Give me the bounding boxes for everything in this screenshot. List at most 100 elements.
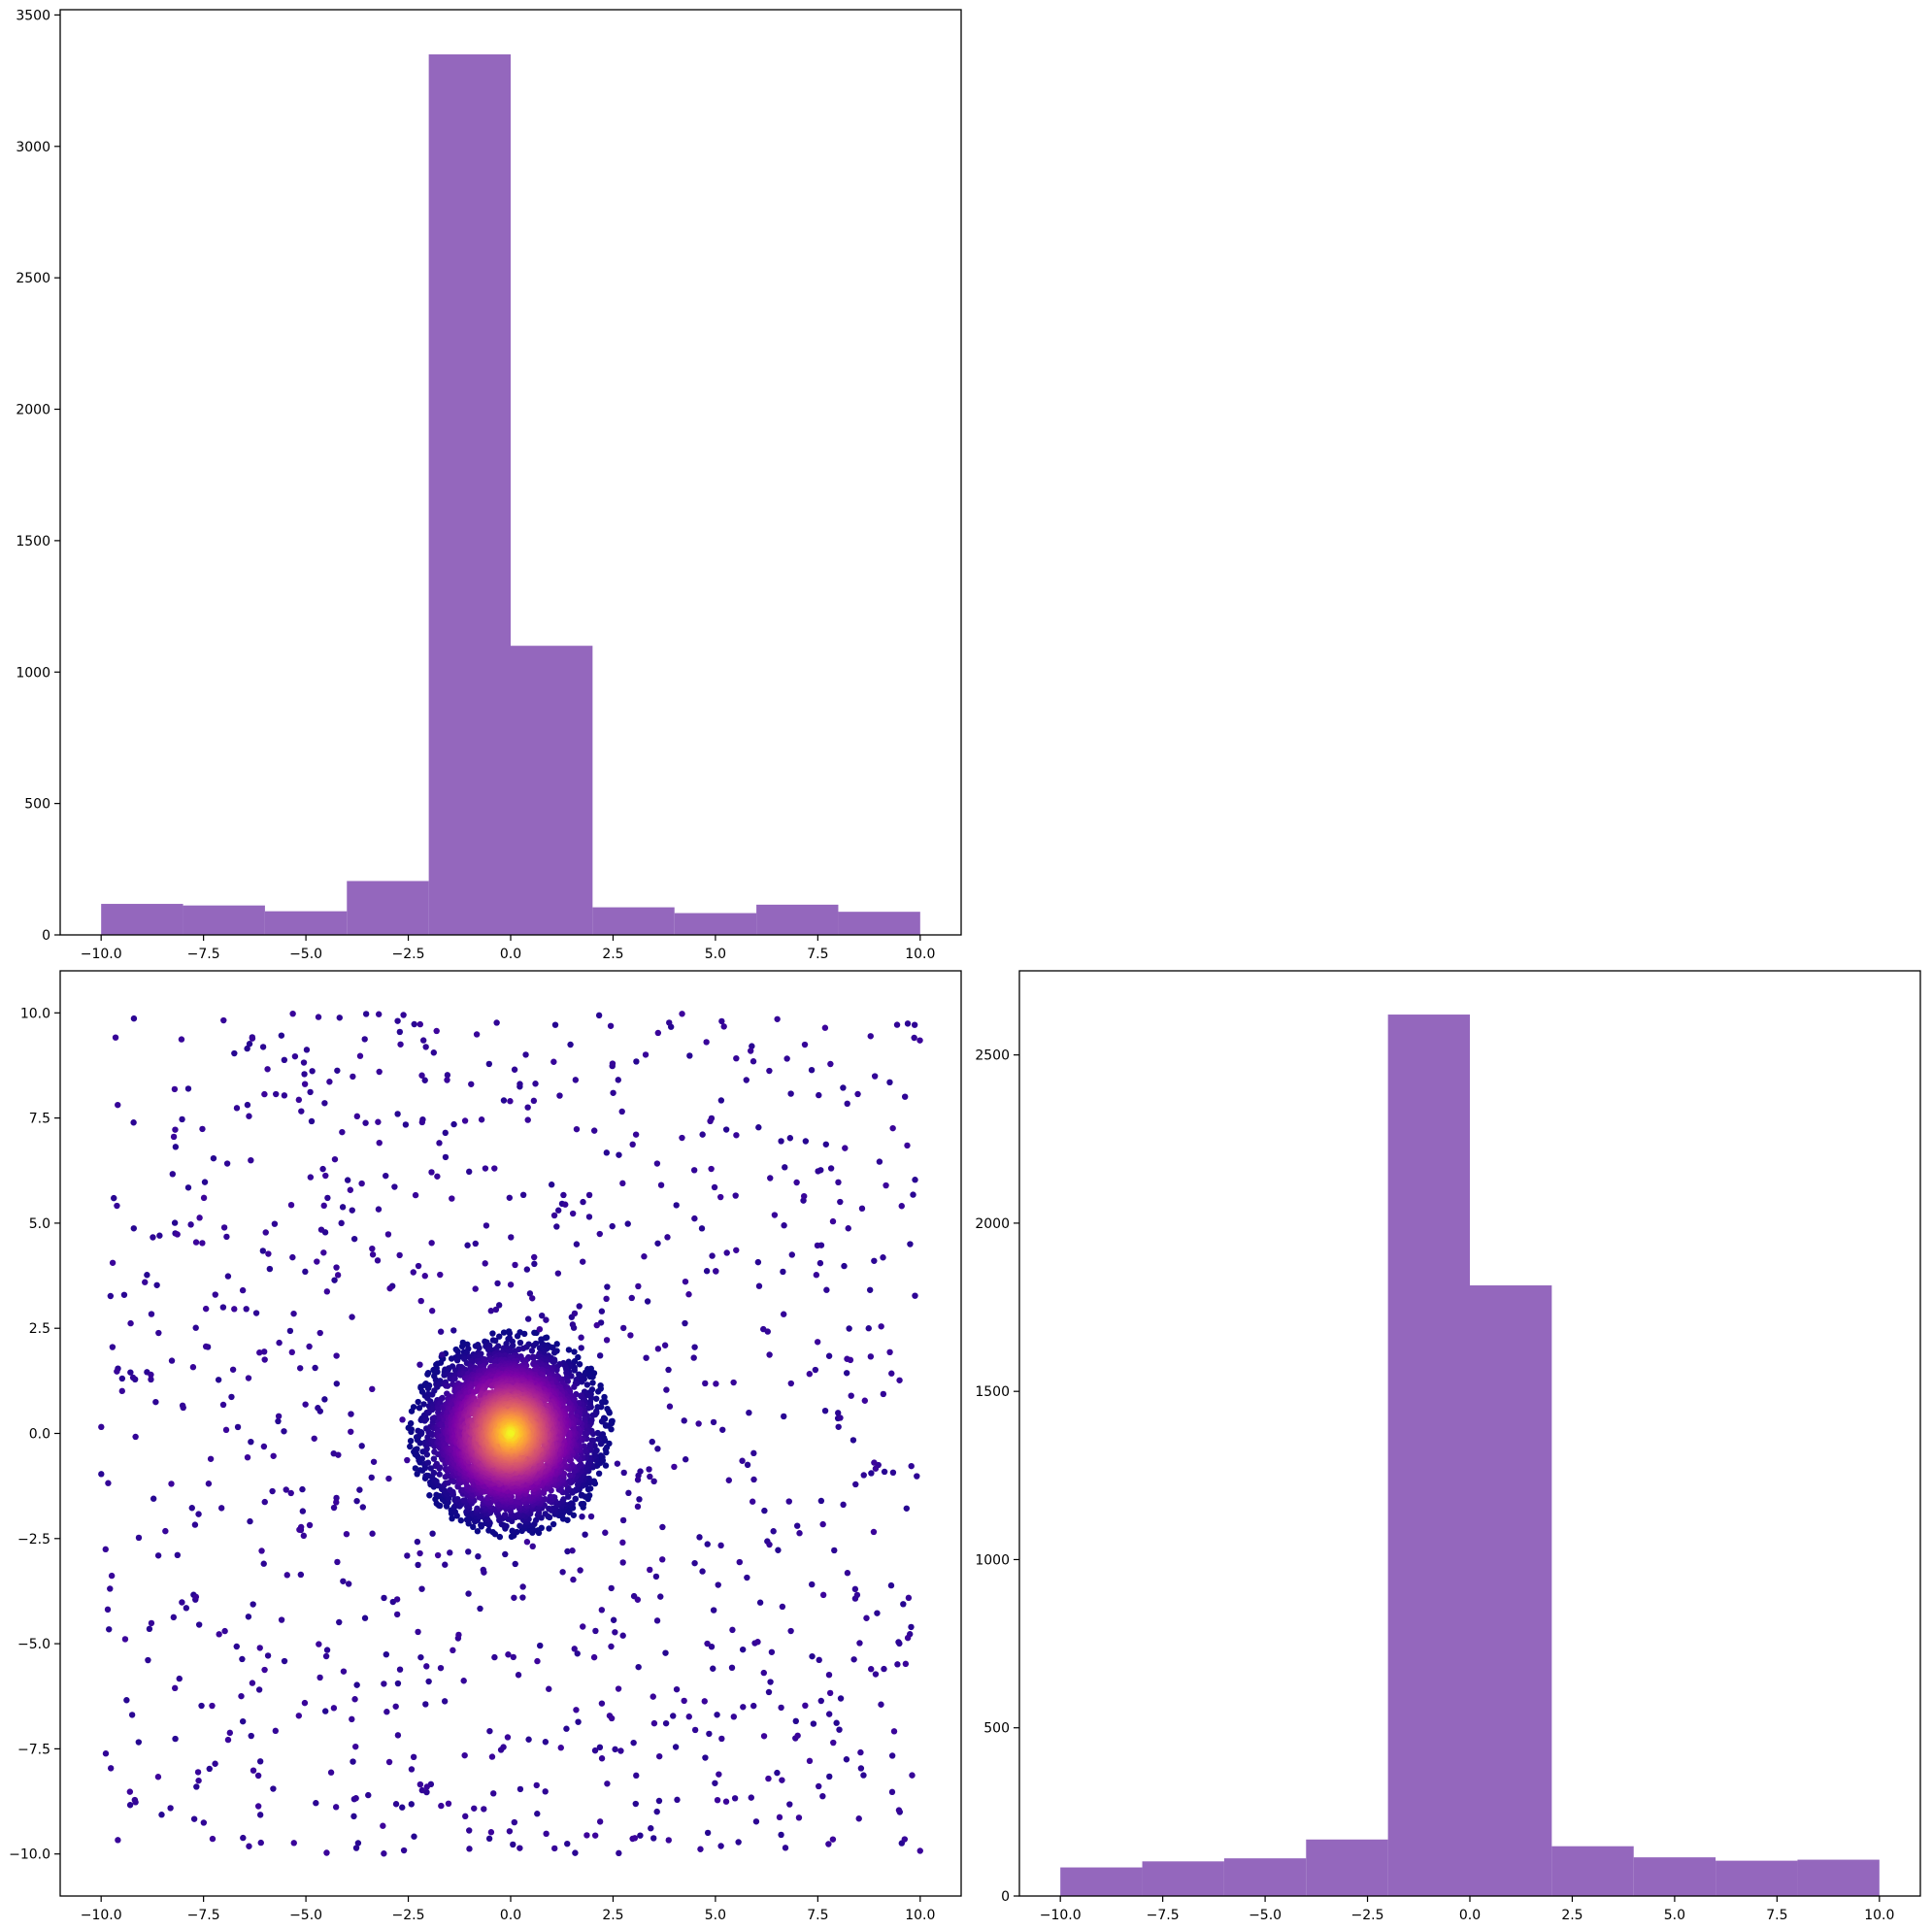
scatter-point xyxy=(362,1011,370,1017)
scatter-point xyxy=(717,1097,725,1104)
scatter-point xyxy=(189,1364,197,1371)
scatter-point xyxy=(569,1547,576,1554)
scatter-point xyxy=(393,1596,401,1603)
scatter-point xyxy=(546,1525,552,1532)
scatter-point xyxy=(327,1769,335,1776)
scatter-point xyxy=(548,1181,555,1188)
scatter-point xyxy=(298,1108,305,1115)
scatter-point xyxy=(333,1381,341,1387)
scatter-point xyxy=(787,1090,794,1097)
scatter-point xyxy=(816,1656,822,1664)
scatter-point xyxy=(647,1566,653,1574)
scatter-point xyxy=(704,1640,711,1647)
scatter-point xyxy=(109,1259,117,1266)
scatter-point xyxy=(711,1183,718,1191)
scatter-point xyxy=(492,1306,500,1314)
scatter-point xyxy=(447,1549,453,1556)
scatter-point xyxy=(780,1311,787,1317)
scatter-point xyxy=(715,1581,721,1588)
scatter-point xyxy=(816,1091,822,1099)
scatter-point xyxy=(817,1697,824,1705)
y-tick-label: 3500 xyxy=(16,8,50,23)
scatter-point xyxy=(775,1547,782,1553)
scatter-point xyxy=(130,1225,138,1232)
scatter-point xyxy=(708,1165,715,1173)
scatter-point xyxy=(290,1310,297,1317)
scatter-point xyxy=(246,1113,252,1119)
scatter-point xyxy=(509,1342,516,1349)
scatter-point xyxy=(330,1504,338,1512)
scatter-point xyxy=(381,1680,387,1687)
scatter-point xyxy=(193,1783,200,1790)
scatter-point xyxy=(245,1375,252,1381)
scatter-point xyxy=(671,1463,678,1471)
scatter-point xyxy=(394,1680,402,1687)
histogram-bar xyxy=(511,646,593,935)
scatter-point xyxy=(451,1509,459,1515)
scatter-point xyxy=(477,1605,483,1613)
scatter-point xyxy=(691,1215,698,1222)
scatter-point xyxy=(415,1628,421,1636)
scatter-point xyxy=(226,1729,234,1737)
scatter-point xyxy=(399,1804,406,1811)
scatter-point xyxy=(295,1096,303,1104)
scatter-point xyxy=(461,1117,469,1124)
scatter-point xyxy=(880,1390,887,1398)
scatter-point xyxy=(172,1144,180,1150)
scatter-point xyxy=(886,1079,893,1086)
scatter-point xyxy=(489,1330,496,1337)
scatter-point xyxy=(633,1772,640,1780)
scatter-point xyxy=(598,1308,606,1314)
scatter-point xyxy=(635,1282,642,1290)
scatter-point xyxy=(376,1068,383,1076)
scatter-point xyxy=(102,1546,109,1553)
scatter-point xyxy=(571,1646,578,1652)
scatter-point xyxy=(416,1780,424,1788)
scatter-point xyxy=(578,1492,584,1499)
scatter-point xyxy=(283,1572,290,1579)
scatter-point xyxy=(316,1641,322,1647)
scatter-point xyxy=(436,1381,444,1387)
scatter-point xyxy=(410,1753,417,1761)
scatter-point xyxy=(385,1475,392,1482)
scatter-point xyxy=(770,1528,777,1535)
scatter-point xyxy=(228,1393,235,1401)
scatter-point xyxy=(478,1494,484,1502)
scatter-point xyxy=(580,1258,586,1265)
scatter-point xyxy=(385,1758,393,1766)
scatter-point xyxy=(650,1693,656,1700)
scatter-point xyxy=(410,1404,417,1411)
scatter-point xyxy=(779,1603,786,1611)
scatter-point xyxy=(665,1366,672,1374)
scatter-point xyxy=(672,1744,680,1750)
scatter-point xyxy=(624,1220,631,1227)
scatter-point xyxy=(252,1310,260,1316)
scatter-point xyxy=(522,1051,529,1058)
scatter-point xyxy=(323,1288,331,1295)
scatter-point xyxy=(416,1549,423,1557)
histogram-bar xyxy=(838,912,920,935)
scatter-point xyxy=(289,1253,296,1261)
scatter-point xyxy=(249,1680,256,1686)
scatter-point xyxy=(434,1368,441,1376)
scatter-point xyxy=(662,1649,669,1656)
scatter-point xyxy=(352,1845,360,1851)
scatter-point xyxy=(316,1674,323,1681)
scatter-point xyxy=(603,1149,611,1156)
scatter-point xyxy=(254,1772,262,1780)
scatter-point xyxy=(731,1795,739,1802)
scatter-point xyxy=(472,1285,479,1292)
scatter-point xyxy=(487,1308,494,1314)
scatter-point xyxy=(487,1347,495,1353)
scatter-point xyxy=(428,1240,435,1247)
scatter-point xyxy=(333,1352,340,1359)
scatter-point xyxy=(595,1470,603,1478)
scatter-point xyxy=(393,1611,401,1618)
scatter-point xyxy=(220,1224,228,1231)
scatter-point xyxy=(301,1081,309,1087)
x-tick-label: −5.0 xyxy=(289,947,322,962)
scatter-point xyxy=(878,1701,884,1708)
scatter-point xyxy=(219,1401,227,1409)
scatter-point xyxy=(428,1308,436,1314)
scatter-point xyxy=(510,1841,516,1848)
